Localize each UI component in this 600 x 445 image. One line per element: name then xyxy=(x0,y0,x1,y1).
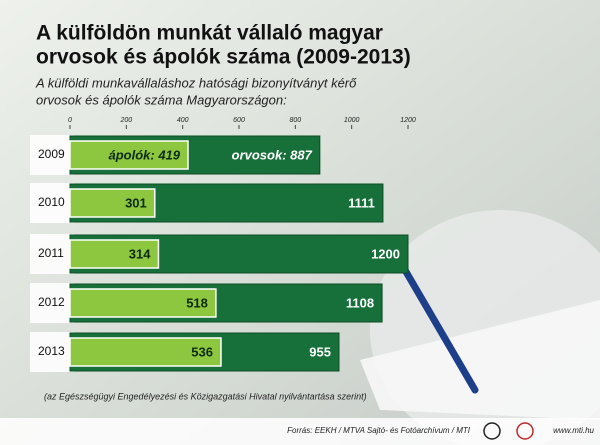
pen xyxy=(401,266,479,394)
logo xyxy=(483,422,501,440)
value-label: 536 xyxy=(191,344,213,359)
y-tick-label: 2011 xyxy=(38,246,64,260)
value-label: 1108 xyxy=(346,295,374,310)
value-label: 1200 xyxy=(371,246,400,261)
x-tick-label: 400 xyxy=(177,117,189,124)
row-band xyxy=(30,332,74,372)
title-line: orvosok és ápolók száma (2009-2013) xyxy=(36,46,411,69)
y-tick-label: 2012 xyxy=(38,295,65,309)
bar xyxy=(69,239,160,269)
source: Forrás: EEKH / MTVA Sajtó- és Fotóarchív… xyxy=(287,426,471,435)
row-band xyxy=(30,135,74,175)
value-label: 314 xyxy=(129,246,151,261)
subtitle-line: A külföldi munkavállaláshoz hatósági biz… xyxy=(35,75,357,90)
row-band xyxy=(30,283,74,323)
y-tick-label: 2010 xyxy=(38,195,65,209)
row-band xyxy=(30,183,74,223)
x-tick-label: 800 xyxy=(289,117,301,124)
x-tick-label: 600 xyxy=(233,117,245,124)
y-tick-label: 2009 xyxy=(38,147,65,161)
bar xyxy=(69,140,189,170)
logo xyxy=(516,422,534,440)
bar xyxy=(69,188,156,218)
x-tick-label: 1200 xyxy=(400,117,416,124)
value-label: ápolók: 419 xyxy=(108,147,180,162)
value-label: 1111 xyxy=(348,195,375,210)
value-label: orvosok: 887 xyxy=(232,147,313,162)
note: (az Egészségügyi Engedélyezési és Köziga… xyxy=(44,391,367,401)
x-tick-label: 200 xyxy=(119,117,132,124)
subtitle-line: orvosok és ápolók száma Magyarországon: xyxy=(36,92,287,107)
value-label: 955 xyxy=(309,344,331,359)
website: www.mti.hu xyxy=(553,426,594,435)
bar xyxy=(69,288,217,318)
value-label: 301 xyxy=(125,195,147,210)
value-label: 518 xyxy=(186,295,208,310)
x-tick-label: 0 xyxy=(68,117,72,124)
title-line: A külföldön munkát vállaló magyar xyxy=(36,22,383,45)
x-tick-label: 1000 xyxy=(344,117,360,124)
row-band xyxy=(30,234,74,274)
bar xyxy=(69,337,222,367)
paper xyxy=(360,300,600,420)
y-tick-label: 2013 xyxy=(38,344,65,358)
